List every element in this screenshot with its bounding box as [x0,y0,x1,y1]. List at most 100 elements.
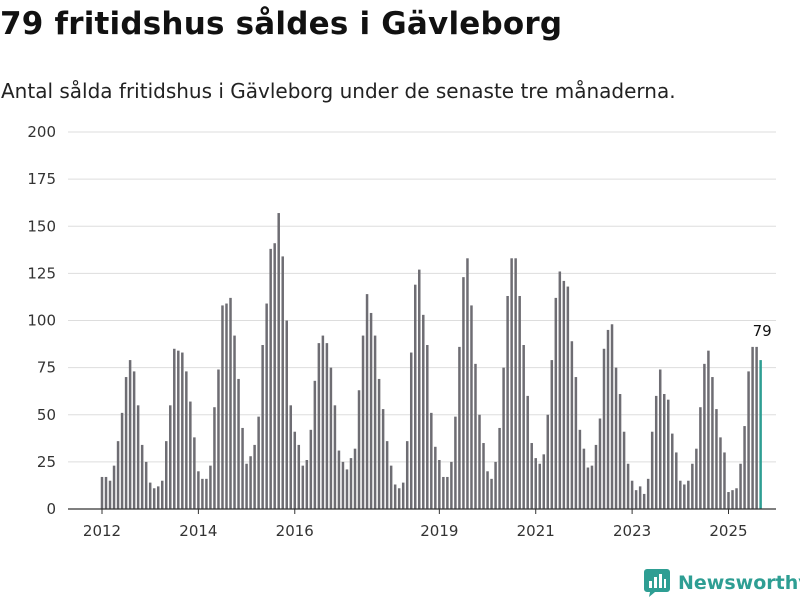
bar [490,478,493,509]
bar [438,459,441,509]
bar [140,444,144,509]
bar [550,360,554,509]
bar [237,378,240,509]
bar [197,471,200,509]
bar [715,409,718,509]
bar [156,486,160,509]
bar [177,350,180,509]
bar [662,394,666,509]
bar [671,433,674,509]
bar [618,394,622,509]
bar [751,346,754,509]
bar [325,343,329,509]
bar [124,377,128,509]
bar [120,412,124,509]
bar [494,461,497,509]
bar [321,335,325,509]
bar [498,427,501,509]
bar [405,441,409,509]
bar [739,463,742,509]
bar [606,329,610,509]
x-tick-label: 2021 [517,522,555,540]
bars [100,213,762,509]
bar [185,371,188,509]
bar [385,441,389,509]
bar [723,452,726,509]
bar [257,416,260,509]
bar [269,248,272,509]
bar [450,461,453,509]
bar [261,345,264,509]
bar [510,258,513,509]
bar [353,448,357,509]
bar [108,480,112,509]
bar [397,488,401,509]
bar [132,371,136,509]
bar [590,465,594,509]
bar [658,369,662,509]
bar [297,444,301,509]
bar [562,280,566,509]
bar [546,414,550,509]
bar [474,363,477,509]
bar [377,378,381,509]
bar [337,450,341,509]
bar [361,335,365,509]
x-axis: 2012 2014 2016 2019 2021 2023 2025 [68,508,776,540]
bar [594,444,598,509]
bar [458,346,461,509]
bar [430,412,433,509]
bar [104,476,108,509]
bar [558,271,562,509]
bar [602,348,606,509]
bar [502,367,505,509]
bar [313,380,317,509]
bar [241,427,244,509]
bar [642,493,646,509]
bar [317,343,321,509]
newsworthy-logo-icon [644,569,670,597]
bar [554,297,558,509]
bar [675,452,678,509]
bar [466,258,469,509]
bar [221,305,224,509]
bar [393,484,397,509]
x-tick-label: 2025 [709,522,747,540]
bar [144,461,148,509]
bar [570,341,574,509]
bar [116,441,120,509]
bar [598,418,602,509]
bar [422,314,425,509]
bar [530,443,533,509]
bar [646,478,650,509]
bar [735,488,738,509]
bar [365,294,369,509]
bar [586,467,590,509]
bar [610,324,614,509]
bar [193,437,196,509]
bar [522,345,525,509]
x-tick-label: 2014 [179,522,217,540]
bar [442,476,445,509]
bar [482,443,485,509]
chart-subtitle: Antal sålda fritidshus i Gävleborg under… [1,79,676,103]
bar [357,390,361,509]
bar [574,377,578,509]
bar [213,407,216,509]
bar [654,395,658,509]
bar [309,429,313,509]
bar [518,295,521,509]
bar [245,463,248,509]
y-tick-label: 200 [27,123,56,141]
bar [217,369,220,509]
bar [614,367,618,509]
bar [731,490,734,509]
bar [100,476,104,509]
bar [755,346,758,509]
bar [542,454,546,509]
bar [638,486,642,509]
bar [265,303,268,509]
bar [181,352,184,509]
bar [486,471,489,509]
bar [578,429,582,509]
